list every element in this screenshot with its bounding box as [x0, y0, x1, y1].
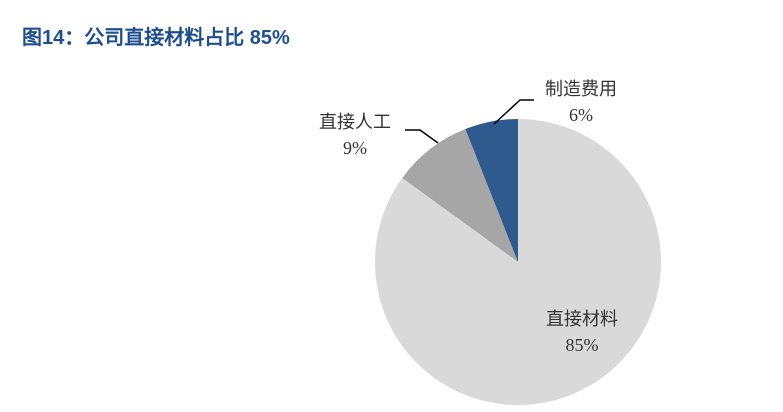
chart-title: 图14：公司直接材料占比 85%	[22, 25, 290, 49]
value-label: 85%	[566, 335, 599, 355]
value-label: 9%	[343, 138, 367, 158]
slice-label: 制造费用	[545, 79, 617, 99]
pie-slice	[465, 119, 518, 262]
pie-slice	[402, 129, 518, 262]
leader-line	[493, 99, 534, 125]
slice-label: 直接材料	[546, 309, 618, 329]
value-label: 6%	[569, 105, 593, 125]
pie	[375, 119, 661, 405]
leader-line	[405, 129, 439, 144]
slice-label: 直接人工	[319, 112, 391, 132]
